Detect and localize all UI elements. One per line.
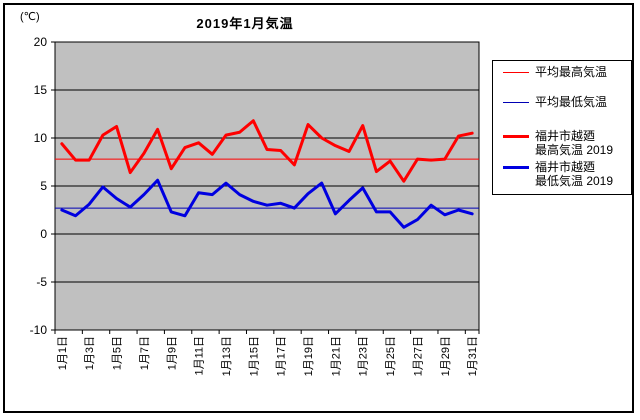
series-line — [60, 178, 474, 229]
x-tick-label: 1月31日 — [467, 336, 479, 376]
x-tick-label: 1月21日 — [330, 336, 342, 376]
y-tick-label: 10 — [34, 131, 48, 145]
y-tick-label: 5 — [40, 179, 47, 193]
series-line — [60, 119, 474, 183]
x-tick-label: 1月29日 — [440, 336, 452, 376]
legend: 平均最高気温 平均最低気温福井市越廼 最高気温 2019 福井市越廼 最低気温 2019 — [492, 60, 632, 195]
chart-title: 2019年1月気温 — [196, 16, 294, 31]
y-tick-label: -5 — [36, 275, 47, 289]
legend-item-label: 平均最高気温 — [535, 65, 608, 79]
y-tick-label: 15 — [34, 83, 48, 97]
y-tick-label: 20 — [34, 35, 48, 49]
legend-item-label: 平均最低気温 — [535, 95, 608, 109]
legend-item: 平均最低気温 — [493, 95, 631, 109]
x-tick-label: 1月15日 — [248, 336, 260, 376]
legend-item-label: 福井市越廼 最低気温 2019 — [535, 160, 614, 188]
x-tick-label: 1月5日 — [112, 336, 124, 370]
legend-item: 福井市越廼 最低気温 2019 — [493, 160, 631, 188]
x-tick-label: 1月1日 — [57, 336, 69, 370]
legend-line-swatch-icon — [503, 160, 529, 174]
x-tick-label: 1月23日 — [358, 336, 370, 376]
x-tick-label: 1月19日 — [303, 336, 315, 376]
x-tick-label: 1月9日 — [166, 336, 178, 370]
y-axis-unit-label: (℃) — [20, 11, 40, 23]
x-tick-label: 1月27日 — [412, 336, 424, 376]
x-tick-label: 1月25日 — [385, 336, 397, 376]
legend-item: 福井市越廼 最高気温 2019 — [493, 129, 631, 157]
x-tick-label: 1月13日 — [221, 336, 233, 376]
x-tick-label: 1月3日 — [84, 336, 96, 370]
y-tick-label: 0 — [40, 227, 47, 241]
legend-item: 平均最高気温 — [493, 65, 631, 79]
x-tick-label: 1月7日 — [139, 336, 151, 370]
legend-item-label: 福井市越廼 最高気温 2019 — [535, 129, 614, 157]
x-tick-label: 1月11日 — [194, 336, 206, 376]
legend-line-swatch-icon — [503, 65, 529, 79]
legend-line-swatch-icon — [503, 95, 529, 109]
legend-line-swatch-icon — [503, 129, 529, 143]
x-tick-label: 1月17日 — [276, 336, 288, 376]
y-tick-label: -10 — [30, 323, 48, 337]
